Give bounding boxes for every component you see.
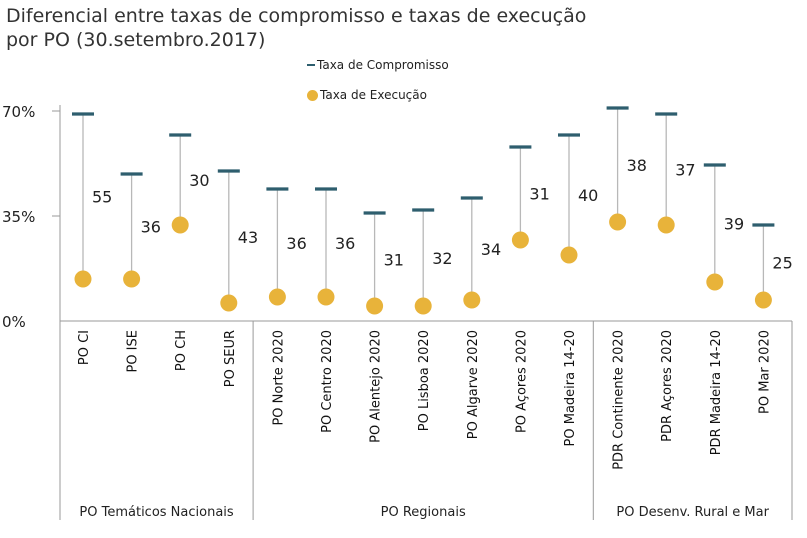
category-label: PO Lisboa 2020	[417, 330, 432, 431]
group-label: PO Temáticos Nacionais	[79, 505, 234, 520]
difference-label: 40	[578, 186, 598, 205]
execucao-point	[317, 288, 335, 306]
legend-label-compromisso: Taxa de Compromisso	[317, 58, 449, 72]
y-tick-label: 70%	[2, 103, 35, 121]
execucao-point	[511, 231, 529, 249]
y-tick-label: 0%	[2, 313, 26, 331]
chart-title: Diferencial entre taxas de compromisso e…	[6, 5, 587, 51]
difference-label: 31	[384, 251, 404, 270]
difference-label: 25	[772, 254, 792, 273]
legend-dash-icon	[307, 64, 315, 66]
difference-label: 36	[286, 234, 306, 253]
execucao-point	[609, 213, 627, 231]
difference-label: 39	[724, 215, 744, 234]
execucao-point	[268, 288, 286, 306]
category-label: PO Norte 2020	[271, 330, 286, 426]
group-label: PO Desenv. Rural e Mar	[616, 505, 769, 520]
category-label: PDR Continente 2020	[612, 330, 627, 470]
category-label: PO SEUR	[223, 330, 238, 387]
execucao-point	[171, 216, 189, 234]
category-label: PO Alentejo 2020	[369, 330, 384, 443]
category-label: PDR Madeira 14-20	[709, 330, 724, 455]
execucao-point	[560, 246, 578, 264]
difference-label: 30	[189, 171, 209, 190]
execucao-point	[74, 270, 92, 288]
legend-item-compromisso: Taxa de Compromisso	[307, 58, 449, 72]
difference-label: 43	[238, 228, 258, 247]
execucao-point	[123, 270, 141, 288]
category-label: PO CH	[174, 330, 189, 371]
difference-label: 34	[481, 240, 501, 259]
difference-label: 31	[529, 185, 549, 204]
execucao-point	[706, 273, 724, 291]
category-label: PO Açores 2020	[514, 330, 529, 433]
legend-label-execucao: Taxa de Execução	[320, 88, 427, 102]
category-label: PO Madeira 14-20	[563, 330, 578, 446]
difference-label: 55	[92, 188, 112, 207]
execucao-point	[366, 297, 384, 315]
difference-label: 36	[141, 218, 161, 237]
group-label: PO Regionais	[381, 505, 466, 520]
y-tick-label: 35%	[2, 208, 35, 226]
execucao-point	[657, 216, 675, 234]
legend-item-execucao: Taxa de Execução	[307, 88, 427, 102]
execucao-point	[463, 291, 481, 309]
category-label: PO Algarve 2020	[466, 330, 481, 439]
execucao-point	[220, 294, 238, 312]
category-label: PO Mar 2020	[757, 330, 772, 414]
category-label: PO ISE	[126, 330, 141, 373]
execucao-point	[414, 297, 432, 315]
category-label: PO Centro 2020	[320, 330, 335, 433]
execucao-point	[754, 291, 772, 309]
category-label: PDR Açores 2020	[660, 330, 675, 442]
legend-dot-icon	[307, 89, 318, 101]
category-label: PO CI	[77, 330, 92, 365]
difference-label: 36	[335, 234, 355, 253]
difference-label: 37	[675, 161, 695, 180]
difference-label: 38	[627, 156, 647, 175]
difference-label: 32	[432, 249, 452, 268]
